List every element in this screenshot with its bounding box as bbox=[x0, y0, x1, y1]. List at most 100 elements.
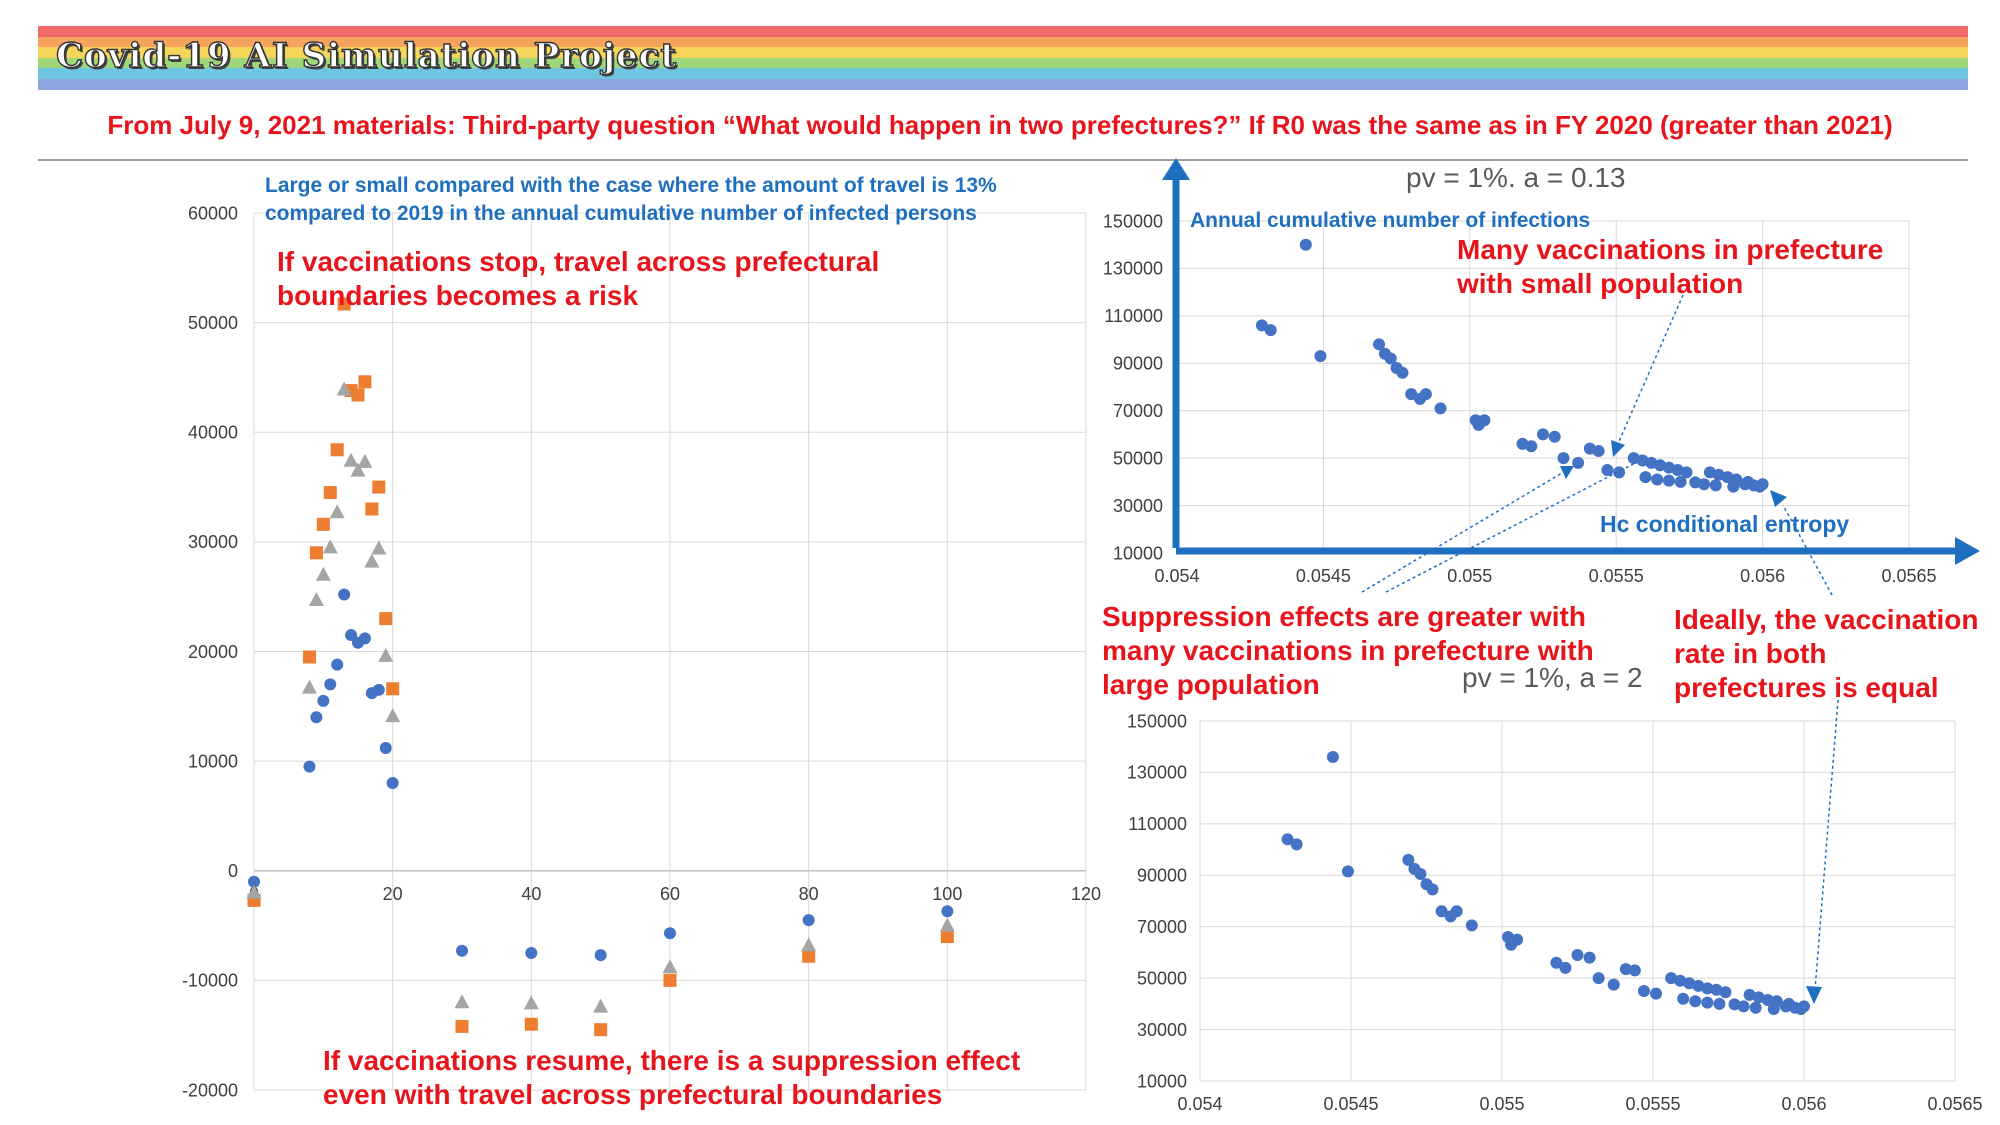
data-point-square bbox=[337, 297, 351, 311]
y-tick-label: 10000 bbox=[188, 751, 238, 771]
annotation-line: boundaries becomes a risk bbox=[277, 280, 639, 311]
y-tick-label: 30000 bbox=[1113, 496, 1163, 516]
data-point bbox=[1314, 350, 1327, 363]
data-point bbox=[248, 875, 260, 888]
x-axis-label-text: Hc conditional entropy bbox=[1600, 511, 1850, 537]
page-title: Covid-19 AI Simulation Project bbox=[55, 35, 678, 76]
annotation-line: If vaccinations stop, travel across pref… bbox=[277, 246, 880, 277]
y-tick-label: -20000 bbox=[182, 1080, 238, 1100]
data-point bbox=[1710, 983, 1723, 996]
x-tick-label: 40 bbox=[521, 884, 541, 904]
y-tick-label: 40000 bbox=[188, 423, 238, 443]
data-point bbox=[802, 914, 815, 927]
data-point-square bbox=[940, 930, 954, 944]
x-axis-arrowhead bbox=[1955, 537, 1980, 565]
data-point bbox=[317, 694, 330, 707]
data-point bbox=[1583, 951, 1596, 964]
data-point bbox=[1396, 366, 1409, 379]
y-tick-label: 0 bbox=[228, 861, 238, 881]
data-point bbox=[1592, 972, 1605, 985]
data-point bbox=[1692, 979, 1705, 992]
data-point-triangle bbox=[246, 884, 262, 899]
data-point bbox=[372, 683, 385, 696]
data-point bbox=[338, 588, 351, 601]
annotation-line: Suppression effects are greater with bbox=[1102, 601, 1586, 632]
page-subtitle: From July 9, 2021 materials: Third-party… bbox=[107, 110, 1893, 140]
data-point-square bbox=[302, 650, 316, 664]
data-point bbox=[1680, 466, 1693, 479]
y-tick-label: 30000 bbox=[188, 532, 238, 552]
data-point bbox=[386, 777, 399, 790]
data-point bbox=[1435, 905, 1448, 918]
x-tick-label: 0.0565 bbox=[1881, 566, 1936, 586]
data-point bbox=[1619, 963, 1632, 976]
chart-right-bottom: 0.054 0.0545 0.055 0.0555 0.056 0.0565 10000 30… bbox=[1127, 711, 1983, 1114]
data-point bbox=[1730, 473, 1743, 486]
annotation-line: rate in both bbox=[1674, 638, 1827, 669]
annotation-many-small: Many vaccinations in prefecture with sma… bbox=[1457, 233, 1883, 301]
data-point bbox=[1548, 430, 1561, 443]
data-point bbox=[1478, 414, 1491, 427]
annotation-line: prefectures is equal bbox=[1674, 672, 1939, 703]
pointer-arrowhead bbox=[1560, 466, 1574, 479]
divider bbox=[38, 159, 1968, 161]
data-point bbox=[1434, 402, 1447, 415]
data-point-triangle bbox=[329, 504, 345, 519]
y-tick-label: 150000 bbox=[1103, 211, 1163, 231]
data-point bbox=[941, 905, 954, 918]
data-point bbox=[1537, 428, 1549, 441]
data-point bbox=[1719, 986, 1732, 999]
data-point bbox=[1639, 471, 1652, 484]
data-point-triangle bbox=[939, 917, 955, 932]
x-tick-label: 20 bbox=[383, 884, 403, 904]
x-tick-label: 0.0545 bbox=[1296, 566, 1351, 586]
annotation-line: with small population bbox=[1457, 268, 1744, 299]
data-point bbox=[456, 944, 468, 957]
data-point-triangle bbox=[593, 998, 609, 1013]
note-line: compared to 2019 in the annual cumulativ… bbox=[265, 202, 977, 225]
data-point bbox=[1651, 473, 1664, 486]
data-point-square bbox=[594, 1023, 608, 1037]
data-point bbox=[1550, 956, 1563, 969]
banner-stripe bbox=[38, 47, 1968, 58]
data-point-square bbox=[663, 973, 677, 987]
y-tick-label: 50000 bbox=[188, 313, 238, 333]
data-point-square bbox=[524, 1017, 538, 1031]
pointer-arrow bbox=[1385, 461, 1638, 593]
chart-left: 020406080100120-20000-100000100002000030… bbox=[182, 203, 1101, 1100]
data-point bbox=[1326, 751, 1339, 763]
data-point bbox=[379, 741, 392, 754]
data-point bbox=[1677, 992, 1690, 1005]
data-point-square bbox=[330, 443, 344, 457]
chart-title-top: pv = 1%. a = 0.13 bbox=[1406, 162, 1626, 193]
x-tick-label: 0.056 bbox=[1740, 566, 1785, 586]
data-point bbox=[1572, 456, 1585, 469]
data-point bbox=[303, 760, 316, 773]
y-tick-label: 10000 bbox=[1113, 543, 1163, 563]
data-point bbox=[1450, 905, 1463, 918]
data-point bbox=[1613, 466, 1626, 479]
banner-stripe bbox=[38, 68, 1968, 79]
data-point bbox=[1571, 949, 1584, 961]
banner-stripe bbox=[38, 26, 1968, 37]
annotation-line: many vaccinations in prefecture with bbox=[1102, 635, 1594, 666]
x-axis-label: Hc conditional entropy bbox=[1600, 510, 1849, 538]
annotation-ideally: Ideally, the vaccination rate in both pr… bbox=[1674, 603, 1978, 705]
x-tick-label: 60 bbox=[660, 884, 680, 904]
data-point bbox=[594, 949, 607, 962]
y-tick-label: 110000 bbox=[1128, 814, 1187, 834]
y-tick-label: 90000 bbox=[1137, 866, 1187, 886]
data-point bbox=[1741, 475, 1754, 488]
x-tick-label: 0.056 bbox=[1781, 1094, 1826, 1114]
y-tick-label: 30000 bbox=[1137, 1020, 1187, 1040]
data-point bbox=[1782, 997, 1795, 1010]
annotation-vaccinations-resume: If vaccinations resume, there is a suppr… bbox=[323, 1044, 1020, 1112]
data-point bbox=[1698, 478, 1711, 491]
data-point-square bbox=[365, 502, 379, 516]
annotation-line: even with travel across prefectural boun… bbox=[323, 1079, 943, 1110]
banner-stripe bbox=[38, 57, 1968, 69]
data-point bbox=[345, 629, 358, 642]
banner-stripe bbox=[38, 78, 1968, 90]
data-point bbox=[1299, 238, 1312, 251]
